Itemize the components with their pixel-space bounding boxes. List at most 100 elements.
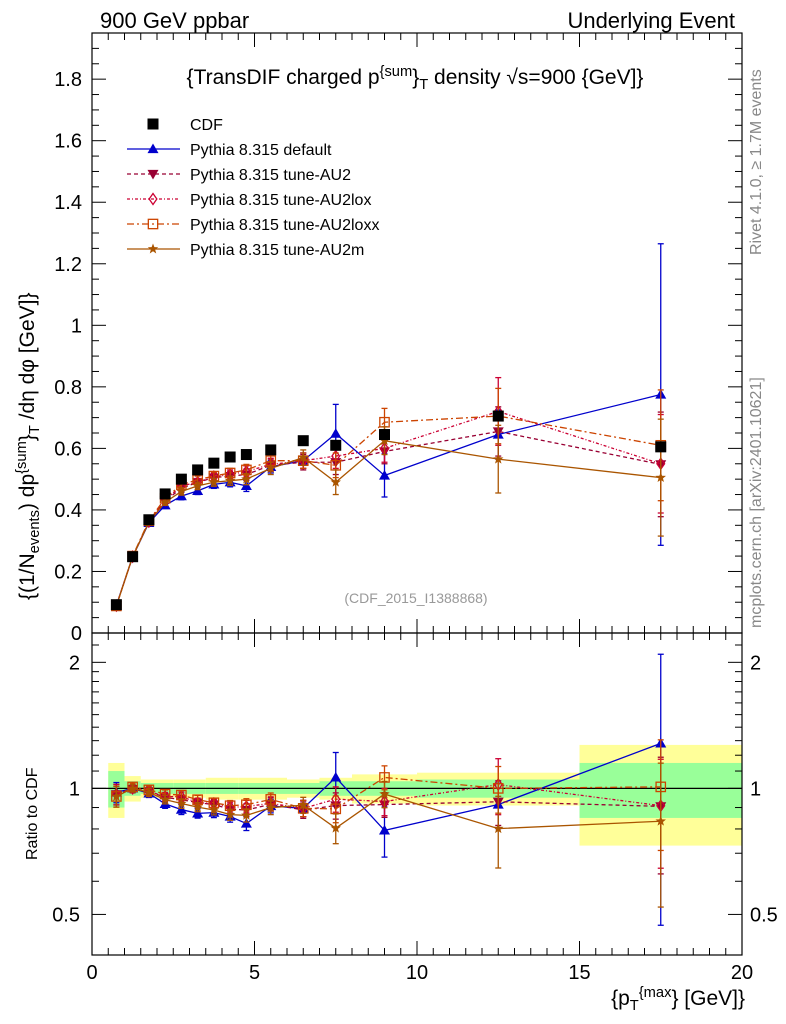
ratio-point <box>493 823 504 834</box>
legend-label: Pythia 8.315 tune-AU2 <box>190 167 351 184</box>
series-point <box>379 435 390 446</box>
cdf-data-point <box>208 457 220 469</box>
legend-marker <box>147 143 159 154</box>
legend: CDF Pythia 8.315 default Pythia 8.315 tune… <box>127 117 379 259</box>
ratio-point <box>111 790 122 801</box>
cdf-data-point <box>655 441 667 453</box>
ratio-point <box>192 807 204 818</box>
y-tick-label: 1.2 <box>54 254 82 276</box>
ratio-point <box>379 788 390 799</box>
series-point <box>176 485 187 496</box>
series-point <box>224 475 236 486</box>
legend-label: Pythia 8.315 tune-AU2loxx <box>190 217 379 234</box>
rivet-version-label: Rivet 4.1.0, ≥ 1.7M events <box>748 69 765 255</box>
x-axis-label: {pT{max} [GeV]} <box>611 985 745 1015</box>
series-point <box>192 480 203 491</box>
cdf-data-point <box>379 429 390 441</box>
ratio-point <box>159 794 171 805</box>
series-line-main <box>115 430 661 606</box>
y-tick-label: 1 <box>71 315 82 337</box>
x-tick-label: 20 <box>731 962 753 984</box>
ratio-point <box>379 824 390 835</box>
ratio-tick-label: 1 <box>69 778 80 800</box>
cdf-data-point <box>492 410 504 422</box>
ratio-point <box>241 809 252 820</box>
cdf-data-point <box>110 599 122 611</box>
legend-marker <box>147 169 159 180</box>
cdf-data-point <box>127 551 139 563</box>
ratio-point <box>208 804 220 815</box>
header-right: Underlying Event <box>567 8 735 33</box>
ratio-point <box>298 799 309 810</box>
series-line-ratio <box>116 776 661 810</box>
legend-marker <box>147 243 159 254</box>
series-point <box>330 428 342 438</box>
ratio-point <box>143 786 155 797</box>
ratio-tick-label: 0.5 <box>52 904 80 926</box>
ratio-point <box>240 818 252 828</box>
x-tick-label: 10 <box>406 962 428 984</box>
ratio-point <box>127 781 138 796</box>
y-tick-label: 0.8 <box>54 377 82 399</box>
legend-marker <box>148 192 158 206</box>
legend-label: Pythia 8.315 tune-AU2lox <box>190 192 371 209</box>
y-axis-label: {(1/Nevents) dp{sum}T /dη dφ [GeV]} <box>14 292 44 600</box>
legend-label: CDF <box>190 117 223 134</box>
ratio-point <box>655 815 666 826</box>
y-tick-label: 0.2 <box>54 561 82 583</box>
series-point <box>241 473 252 484</box>
mcplots-label: mcplots.cern.ch [arXiv:2401.10621] <box>748 377 765 628</box>
ratio-tick-label-right: 1 <box>750 778 761 800</box>
ratio-tick-label: 2 <box>69 652 80 674</box>
series-point <box>265 462 276 473</box>
legend-label: Pythia 8.315 tune-AU2m <box>190 242 364 259</box>
series-point <box>330 476 341 487</box>
x-tick-label: 15 <box>568 962 590 984</box>
plot-title: {TransDIF charged p{sum}T density √s=900… <box>186 64 644 94</box>
axes: 0 5 10 15 20 0 0.2 0.4 0.6 0.8 1 1.2 1.4 1.6 1.8 0.5 0.5… <box>52 32 778 984</box>
ratio-point <box>330 822 341 833</box>
legend-marker <box>147 218 159 230</box>
series-point <box>208 476 220 487</box>
cdf-data-point <box>240 449 252 461</box>
cdf-data-point <box>330 439 342 451</box>
series-point <box>655 472 666 483</box>
ratio-point <box>176 798 187 808</box>
series-point <box>493 453 504 464</box>
series-point <box>298 452 309 463</box>
cdf-data-layer <box>110 410 667 611</box>
series-line-main <box>115 415 661 607</box>
ratio-tick-label-right: 0.5 <box>750 904 778 926</box>
series-line-main <box>115 410 661 606</box>
y-tick-label: 0.6 <box>54 438 82 460</box>
cdf-data-point <box>143 514 155 526</box>
cdf-data-point <box>192 464 204 476</box>
y-tick-label: 1.6 <box>54 131 82 153</box>
ratio-point <box>224 809 236 820</box>
ratio-y-axis-label: Ratio to CDF <box>24 767 41 860</box>
legend-label: Pythia 8.315 default <box>190 142 332 159</box>
header-left: 900 GeV ppbar <box>100 8 250 33</box>
ratio-point <box>265 802 276 813</box>
x-tick-label: 5 <box>249 962 260 984</box>
data-uncertainty-bands <box>92 744 742 846</box>
y-tick-label: 0.4 <box>54 500 82 522</box>
analysis-label: (CDF_2015_I1388868) <box>344 590 488 606</box>
ratio-point <box>492 783 504 794</box>
ratio-tick-label-right: 2 <box>750 652 761 674</box>
x-tick-label: 0 <box>86 962 97 984</box>
cdf-data-point <box>159 488 171 500</box>
cdf-data-point <box>224 451 236 463</box>
ratio-point <box>330 771 342 782</box>
y-tick-label: 0 <box>71 623 82 645</box>
legend-marker <box>147 118 159 130</box>
ratio-point <box>127 782 138 793</box>
ratio-point <box>192 801 203 812</box>
y-tick-label: 1.8 <box>54 69 82 91</box>
series-point <box>379 469 390 480</box>
cdf-data-point <box>265 444 277 456</box>
cdf-data-point <box>297 435 309 447</box>
cdf-data-point <box>175 473 187 485</box>
series-point <box>159 496 171 507</box>
